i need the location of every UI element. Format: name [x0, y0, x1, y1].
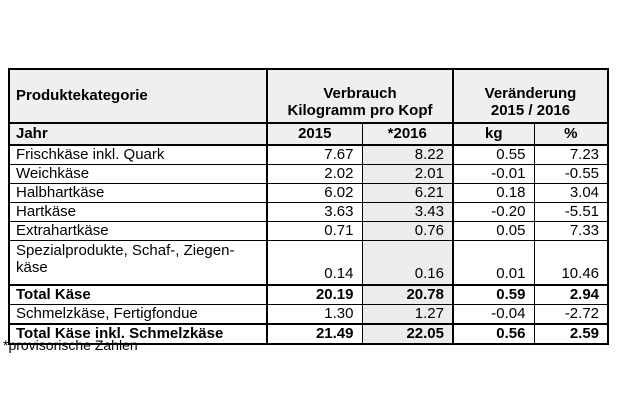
footnote: *provisorische Zahlen — [3, 337, 138, 353]
column-group-change: Veränderung 2015 / 2016 — [452, 68, 609, 124]
row-value-kg: 0.18 — [452, 183, 535, 203]
subheader-year-label: Jahr — [8, 122, 268, 146]
row-label: Frischkäse inkl. Quark — [8, 144, 268, 165]
row-label: Total Käse inkl. Schmelzkäse — [8, 323, 268, 345]
table-row: Frischkäse inkl. Quark 7.67 8.22 0.55 7.23 — [8, 144, 609, 165]
table-row: Total Käse 20.19 20.78 0.59 2.94 — [8, 284, 609, 305]
row-value-2016: 3.43 — [361, 202, 454, 222]
subheader-2015: 2015 — [266, 122, 363, 146]
table-row: Spezialprodukte, Schaf-, Ziegen- käse 0.1… — [8, 240, 609, 286]
header-row: Produktekategorie Verbrauch Kilogramm pr… — [8, 68, 609, 124]
subheader-2016: *2016 — [361, 122, 454, 146]
subheader-percent: % — [533, 122, 609, 146]
row-value-percent: 7.23 — [533, 144, 609, 165]
row-value-kg: -0.01 — [452, 164, 535, 184]
row-value-2016: 20.78 — [361, 284, 454, 305]
row-value-kg: 0.55 — [452, 144, 535, 165]
row-value-2015: 3.63 — [266, 202, 363, 222]
table-row: Schmelzkäse, Fertigfondue 1.30 1.27 -0.04 -2… — [8, 304, 609, 325]
cheese-consumption-table: Produktekategorie Verbrauch Kilogramm pr… — [8, 68, 610, 345]
row-value-percent: 10.46 — [533, 240, 609, 286]
table-row: Total Käse inkl. Schmelzkäse 21.49 22.05 0.… — [8, 323, 609, 345]
row-label: Extrahartkäse — [8, 221, 268, 241]
row-label: Spezialprodukte, Schaf-, Ziegen- käse — [8, 240, 268, 286]
row-value-2015: 2.02 — [266, 164, 363, 184]
row-value-2016: 1.27 — [361, 304, 454, 325]
row-value-percent: 7.33 — [533, 221, 609, 241]
row-value-2016: 0.76 — [361, 221, 454, 241]
row-label: Weichkäse — [8, 164, 268, 184]
table-row: Extrahartkäse 0.71 0.76 0.05 7.33 — [8, 221, 609, 241]
row-value-kg: -0.04 — [452, 304, 535, 325]
subheader-row: Jahr 2015 *2016 kg % — [8, 122, 609, 146]
table-row: Hartkäse 3.63 3.43 -0.20 -5.51 — [8, 202, 609, 222]
row-value-percent: 3.04 — [533, 183, 609, 203]
table-row: Weichkäse 2.02 2.01 -0.01 -0.55 — [8, 164, 609, 184]
row-value-2015: 6.02 — [266, 183, 363, 203]
row-value-kg: 0.05 — [452, 221, 535, 241]
row-value-2015: 7.67 — [266, 144, 363, 165]
column-header-category: Produktekategorie — [8, 68, 268, 124]
row-label: Hartkäse — [8, 202, 268, 222]
row-value-2016: 2.01 — [361, 164, 454, 184]
row-label: Total Käse — [8, 284, 268, 305]
row-value-kg: 0.01 — [452, 240, 535, 286]
row-value-2015: 21.49 — [266, 323, 363, 345]
row-value-percent: 2.59 — [533, 323, 609, 345]
row-value-percent: -2.72 — [533, 304, 609, 325]
row-value-2016: 0.16 — [361, 240, 454, 286]
row-value-2016: 6.21 — [361, 183, 454, 203]
row-value-percent: 2.94 — [533, 284, 609, 305]
row-value-2015: 1.30 — [266, 304, 363, 325]
row-value-percent: -5.51 — [533, 202, 609, 222]
row-value-kg: -0.20 — [452, 202, 535, 222]
table-row: Halbhartkäse 6.02 6.21 0.18 3.04 — [8, 183, 609, 203]
row-value-2015: 20.19 — [266, 284, 363, 305]
row-value-kg: 0.59 — [452, 284, 535, 305]
column-group-consumption: Verbrauch Kilogramm pro Kopf — [266, 68, 454, 124]
subheader-kg: kg — [452, 122, 535, 146]
row-value-2015: 0.71 — [266, 221, 363, 241]
row-value-kg: 0.56 — [452, 323, 535, 345]
row-value-2016: 8.22 — [361, 144, 454, 165]
row-label: Halbhartkäse — [8, 183, 268, 203]
row-label: Schmelzkäse, Fertigfondue — [8, 304, 268, 325]
row-value-2015: 0.14 — [266, 240, 363, 286]
row-value-2016: 22.05 — [361, 323, 454, 345]
row-value-percent: -0.55 — [533, 164, 609, 184]
